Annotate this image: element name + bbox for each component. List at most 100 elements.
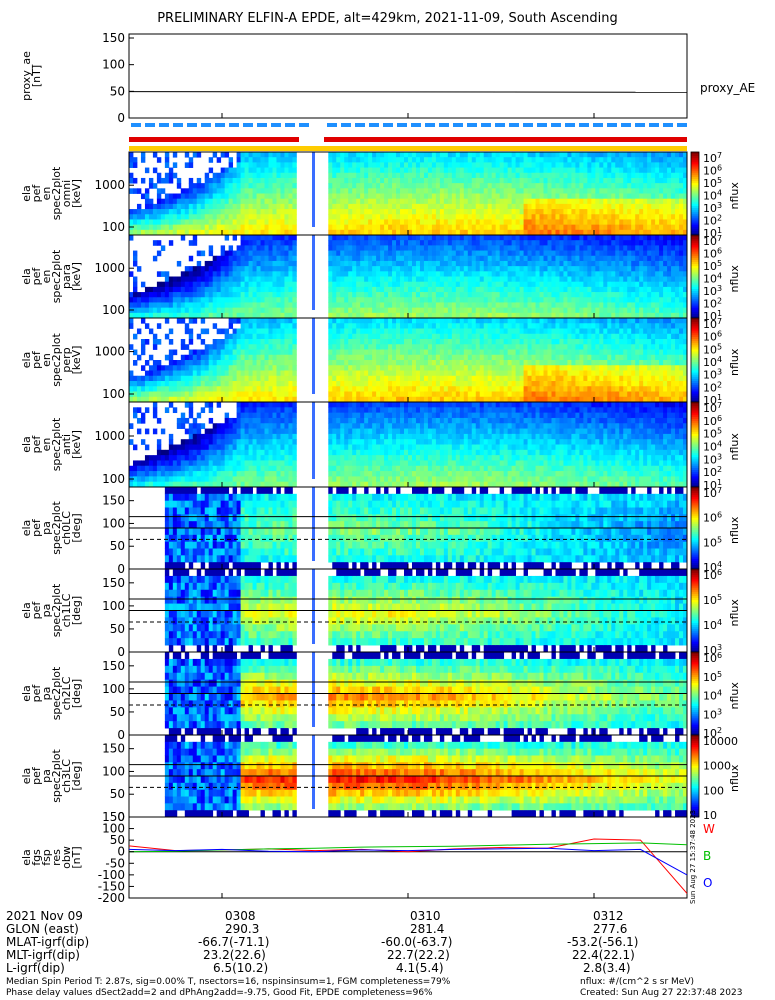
heatmap-cell (400, 339, 405, 345)
heatmap-cell (463, 224, 469, 231)
heatmap-cell (276, 162, 281, 168)
heatmap-cell (535, 167, 540, 174)
heatmap-cell (224, 312, 230, 319)
heatmap-cell (527, 167, 532, 174)
heatmap-cell (459, 203, 465, 210)
heatmap-cell (352, 360, 357, 366)
heatmap-cell (527, 255, 532, 262)
heatmap-cell (419, 370, 425, 377)
heatmap-cell (511, 260, 517, 267)
heatmap-cell (511, 276, 517, 283)
heatmap-cell (475, 307, 481, 314)
heatmap-cell (176, 193, 182, 200)
heatmap-cell (288, 167, 293, 174)
heatmap-cell (411, 386, 417, 392)
heatmap-cell (671, 281, 676, 288)
heatmap-cell (288, 250, 293, 257)
heatmap-cell (603, 172, 608, 179)
heatmap-cell (643, 235, 648, 241)
heatmap-cell (224, 375, 230, 382)
heatmap-cell (336, 245, 341, 251)
heatmap-cell (240, 354, 245, 361)
heatmap-cell (252, 381, 257, 387)
heatmap-cell (336, 250, 341, 257)
heatmap-cell (563, 302, 568, 309)
heatmap-cell (352, 193, 357, 200)
heatmap-cell (419, 344, 425, 350)
heatmap-cell (344, 240, 349, 246)
heatmap-cell (511, 157, 517, 163)
heatmap-cell (396, 312, 401, 319)
heatmap-cell (659, 193, 664, 200)
heatmap-cell (384, 167, 389, 174)
heatmap-cell (388, 224, 393, 231)
heatmap-cell (631, 224, 636, 231)
heatmap-cell (411, 172, 417, 179)
heatmap-cell (280, 349, 285, 356)
heatmap-cell (372, 381, 377, 387)
heatmap-cell (248, 396, 253, 403)
heatmap-cell (619, 260, 624, 267)
heatmap-cell (655, 172, 660, 179)
heatmap-cell (332, 312, 337, 319)
heatmap-cell (256, 339, 261, 345)
heatmap-cell (523, 172, 528, 179)
heatmap-cell (268, 312, 273, 319)
heatmap-cell (236, 172, 241, 179)
heatmap-cell (623, 177, 628, 184)
heatmap-cell (268, 219, 273, 226)
heatmap-cell (292, 328, 297, 335)
heatmap-cell (328, 386, 333, 392)
heatmap-cell (559, 312, 564, 319)
heatmap-cell (232, 183, 238, 189)
heatmap-cell (360, 203, 365, 210)
heatmap-cell (252, 396, 257, 403)
heatmap-cell (443, 157, 449, 163)
heatmap-cell (495, 302, 501, 309)
heatmap-cell (419, 333, 425, 340)
heatmap-cell (352, 318, 357, 324)
heatmap-cell (244, 255, 249, 262)
heatmap-cell (376, 177, 381, 184)
heatmap-cell (515, 214, 520, 220)
heatmap-cell (515, 245, 520, 251)
heatmap-cell (376, 365, 381, 371)
heatmap-cell (475, 162, 481, 168)
colorbar-cell (691, 172, 699, 176)
heatmap-cell (344, 229, 349, 236)
heatmap-cell (364, 203, 369, 210)
heatmap-cell (328, 198, 333, 205)
heatmap-cell (655, 250, 660, 257)
heatmap-cell (627, 224, 632, 231)
heatmap-cell (595, 255, 600, 262)
heatmap-cell (340, 370, 345, 377)
heatmap-cell (507, 292, 513, 298)
heatmap-cell (571, 260, 576, 267)
heatmap-cell (244, 193, 249, 200)
heatmap-cell (244, 276, 249, 283)
heatmap-cell (216, 302, 222, 309)
heatmap-cell (240, 276, 245, 283)
heatmap-cell (475, 183, 481, 189)
heatmap-cell (152, 360, 158, 366)
heatmap-cell (411, 307, 417, 314)
heatmap-cell (264, 157, 269, 163)
heatmap-cell (376, 318, 381, 324)
heatmap-cell (679, 152, 684, 158)
heatmap-cell (156, 386, 162, 392)
heatmap-cell (256, 193, 261, 200)
heatmap-cell (635, 245, 640, 251)
heatmap-cell (380, 271, 385, 277)
heatmap-cell (340, 307, 345, 314)
heatmap-cell (411, 312, 417, 319)
colorbar-cell (691, 257, 699, 261)
heatmap-cell (236, 157, 241, 163)
heatmap-cell (129, 172, 134, 179)
heatmap-cell (224, 177, 230, 184)
heatmap-cell (567, 152, 572, 158)
heatmap-cell (200, 209, 206, 215)
heatmap-cell (208, 219, 214, 226)
heatmap-cell (368, 193, 373, 200)
heatmap-cell (392, 255, 397, 262)
colorbar-cell (691, 174, 699, 178)
